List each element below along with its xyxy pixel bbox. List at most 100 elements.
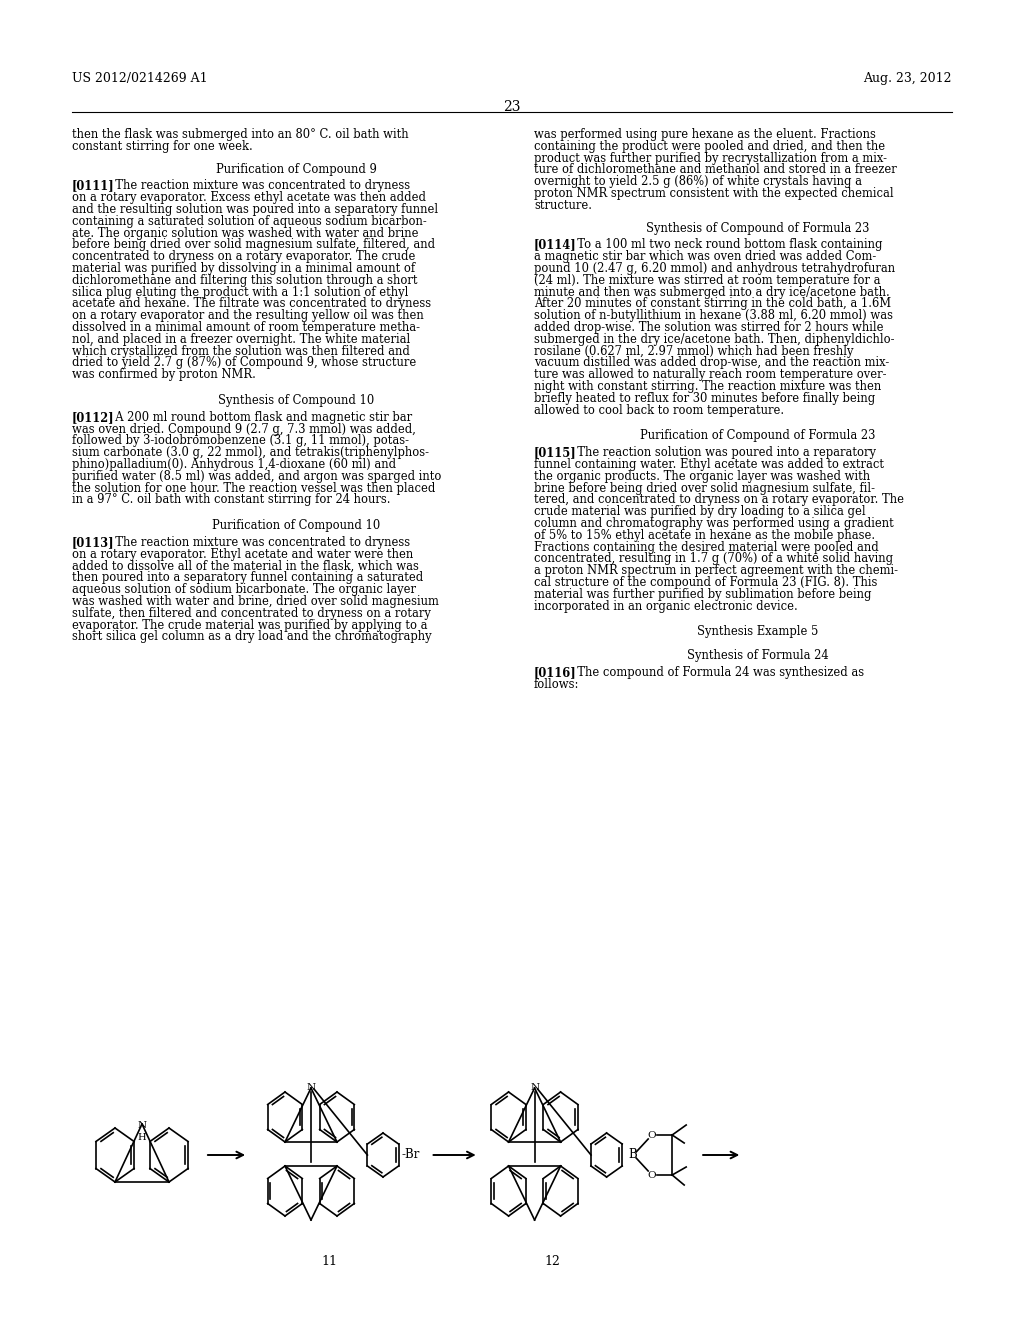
Text: material was further purified by sublimation before being: material was further purified by sublima… [534,587,871,601]
Text: dissolved in a minimal amount of room temperature metha-: dissolved in a minimal amount of room te… [72,321,420,334]
Text: Purification of Compound 10: Purification of Compound 10 [212,519,380,532]
Text: structure.: structure. [534,199,592,211]
Text: H: H [137,1133,146,1142]
Text: N: N [137,1121,146,1130]
Text: containing the product were pooled and dried, and then the: containing the product were pooled and d… [534,140,885,153]
Text: briefly heated to reflux for 30 minutes before finally being: briefly heated to reflux for 30 minutes … [534,392,876,405]
Text: sium carbonate (3.0 g, 22 mmol), and tetrakis(triphenylphos-: sium carbonate (3.0 g, 22 mmol), and tet… [72,446,429,459]
Text: evaporator. The crude material was purified by applying to a: evaporator. The crude material was purif… [72,619,427,631]
Text: [0116]: [0116] [534,667,577,678]
Text: Purification of Compound 9: Purification of Compound 9 [216,162,377,176]
Text: nol, and placed in a freezer overnight. The white material: nol, and placed in a freezer overnight. … [72,333,411,346]
Text: pound 10 (2.47 g, 6.20 mmol) and anhydrous tetrahydrofuran: pound 10 (2.47 g, 6.20 mmol) and anhydro… [534,261,895,275]
Text: silica plug eluting the product with a 1:1 solution of ethyl: silica plug eluting the product with a 1… [72,285,409,298]
Text: follows:: follows: [534,677,580,690]
Text: O: O [648,1130,656,1139]
Text: ture was allowed to naturally reach room temperature over-: ture was allowed to naturally reach room… [534,368,887,381]
Text: Synthesis of Compound of Formula 23: Synthesis of Compound of Formula 23 [646,222,869,235]
Text: Synthesis of Compound 10: Synthesis of Compound 10 [218,393,374,407]
Text: concentrated to dryness on a rotary evaporator. The crude: concentrated to dryness on a rotary evap… [72,251,416,263]
Text: before being dried over solid magnesium sulfate, filtered, and: before being dried over solid magnesium … [72,239,435,251]
Text: on a rotary evaporator. Excess ethyl acetate was then added: on a rotary evaporator. Excess ethyl ace… [72,191,426,205]
Text: concentrated, resulting in 1.7 g (70%) of a white solid having: concentrated, resulting in 1.7 g (70%) o… [534,552,893,565]
Text: [0112]: [0112] [72,411,115,424]
Text: overnight to yield 2.5 g (86%) of white crystals having a: overnight to yield 2.5 g (86%) of white … [534,176,862,189]
Text: (24 ml). The mixture was stirred at room temperature for a: (24 ml). The mixture was stirred at room… [534,273,881,286]
Text: Synthesis of Formula 24: Synthesis of Formula 24 [687,649,828,663]
Text: The reaction solution was poured into a reparatory: The reaction solution was poured into a … [570,446,876,459]
Text: was oven dried. Compound 9 (2.7 g, 7.3 mmol) was added,: was oven dried. Compound 9 (2.7 g, 7.3 m… [72,422,416,436]
Text: dichloromethane and filtering this solution through a short: dichloromethane and filtering this solut… [72,273,418,286]
Text: O: O [648,1171,656,1180]
Text: ate. The organic solution was washed with water and brine: ate. The organic solution was washed wit… [72,227,419,240]
Text: 11: 11 [321,1255,337,1269]
Text: -Br: -Br [401,1148,420,1162]
Text: column and chromatography was performed using a gradient: column and chromatography was performed … [534,517,894,531]
Text: dried to yield 2.7 g (87%) of Compound 9, whose structure: dried to yield 2.7 g (87%) of Compound 9… [72,356,416,370]
Text: tered, and concentrated to dryness on a rotary evaporator. The: tered, and concentrated to dryness on a … [534,494,904,507]
Text: N: N [306,1084,315,1093]
Text: was performed using pure hexane as the eluent. Fractions: was performed using pure hexane as the e… [534,128,876,141]
Text: After 20 minutes of constant stirring in the cold bath, a 1.6M: After 20 minutes of constant stirring in… [534,297,891,310]
Text: US 2012/0214269 A1: US 2012/0214269 A1 [72,73,208,84]
Text: Synthesis Example 5: Synthesis Example 5 [697,626,818,639]
Text: proton NMR spectrum consistent with the expected chemical: proton NMR spectrum consistent with the … [534,187,894,201]
Text: added drop-wise. The solution was stirred for 2 hours while: added drop-wise. The solution was stirre… [534,321,884,334]
Text: constant stirring for one week.: constant stirring for one week. [72,140,253,153]
Text: containing a saturated solution of aqueous sodium bicarbon-: containing a saturated solution of aqueo… [72,215,427,228]
Text: night with constant stirring. The reaction mixture was then: night with constant stirring. The reacti… [534,380,882,393]
Text: phino)palladium(0). Anhydrous 1,4-dioxane (60 ml) and: phino)palladium(0). Anhydrous 1,4-dioxan… [72,458,396,471]
Text: rosilane (0.627 ml, 2.97 mmol) which had been freshly: rosilane (0.627 ml, 2.97 mmol) which had… [534,345,853,358]
Text: minute and then was submerged into a dry ice/acetone bath.: minute and then was submerged into a dry… [534,285,890,298]
Text: Purification of Compound of Formula 23: Purification of Compound of Formula 23 [640,429,876,442]
Text: material was purified by dissolving in a minimal amount of: material was purified by dissolving in a… [72,261,415,275]
Text: then poured into a separatory funnel containing a saturated: then poured into a separatory funnel con… [72,572,423,585]
Text: on a rotary evaporator. Ethyl acetate and water were then: on a rotary evaporator. Ethyl acetate an… [72,548,414,561]
Text: [0113]: [0113] [72,536,115,549]
Text: aqueous solution of sodium bicarbonate. The organic layer: aqueous solution of sodium bicarbonate. … [72,583,416,597]
Text: incorporated in an organic electronic device.: incorporated in an organic electronic de… [534,599,798,612]
Text: [0114]: [0114] [534,239,577,251]
Text: crude material was purified by dry loading to a silica gel: crude material was purified by dry loadi… [534,506,865,519]
Text: The reaction mixture was concentrated to dryness: The reaction mixture was concentrated to… [108,536,411,549]
Text: ture of dichloromethane and methanol and stored in a freezer: ture of dichloromethane and methanol and… [534,164,897,177]
Text: short silica gel column as a dry load and the chromatography: short silica gel column as a dry load an… [72,631,432,643]
Text: then the flask was submerged into an 80° C. oil bath with: then the flask was submerged into an 80°… [72,128,409,141]
Text: [0115]: [0115] [534,446,577,459]
Text: funnel containing water. Ethyl acetate was added to extract: funnel containing water. Ethyl acetate w… [534,458,884,471]
Text: allowed to cool back to room temperature.: allowed to cool back to room temperature… [534,404,784,417]
Text: The reaction mixture was concentrated to dryness: The reaction mixture was concentrated to… [108,180,411,193]
Text: acetate and hexane. The filtrate was concentrated to dryness: acetate and hexane. The filtrate was con… [72,297,431,310]
Text: vacuum distilled was added drop-wise, and the reaction mix-: vacuum distilled was added drop-wise, an… [534,356,889,370]
Text: of 5% to 15% ethyl acetate in hexane as the mobile phase.: of 5% to 15% ethyl acetate in hexane as … [534,529,876,541]
Text: [0111]: [0111] [72,180,115,193]
Text: a proton NMR spectrum in perfect agreement with the chemi-: a proton NMR spectrum in perfect agreeme… [534,564,898,577]
Text: 23: 23 [503,100,521,114]
Text: purified water (8.5 ml) was added, and argon was sparged into: purified water (8.5 ml) was added, and a… [72,470,441,483]
Text: in a 97° C. oil bath with constant stirring for 24 hours.: in a 97° C. oil bath with constant stirr… [72,494,390,507]
Text: B: B [628,1148,637,1162]
Text: product was further purified by recrystallization from a mix-: product was further purified by recrysta… [534,152,887,165]
Text: submerged in the dry ice/acetone bath. Then, diphenyldichlo-: submerged in the dry ice/acetone bath. T… [534,333,895,346]
Text: N: N [530,1084,540,1093]
Text: The compound of Formula 24 was synthesized as: The compound of Formula 24 was synthesiz… [570,667,864,678]
Text: the solution for one hour. The reaction vessel was then placed: the solution for one hour. The reaction … [72,482,435,495]
Text: brine before being dried over solid magnesium sulfate, fil-: brine before being dried over solid magn… [534,482,874,495]
Text: cal structure of the compound of Formula 23 (FIG. 8). This: cal structure of the compound of Formula… [534,576,878,589]
Text: the organic products. The organic layer was washed with: the organic products. The organic layer … [534,470,870,483]
Text: was confirmed by proton NMR.: was confirmed by proton NMR. [72,368,256,381]
Text: on a rotary evaporator and the resulting yellow oil was then: on a rotary evaporator and the resulting… [72,309,424,322]
Text: which crystallized from the solution was then filtered and: which crystallized from the solution was… [72,345,410,358]
Text: Aug. 23, 2012: Aug. 23, 2012 [863,73,952,84]
Text: To a 100 ml two neck round bottom flask containing: To a 100 ml two neck round bottom flask … [570,239,883,251]
Text: added to dissolve all of the material in the flask, which was: added to dissolve all of the material in… [72,560,419,573]
Text: and the resulting solution was poured into a separatory funnel: and the resulting solution was poured in… [72,203,438,216]
Text: sulfate, then filtered and concentrated to dryness on a rotary: sulfate, then filtered and concentrated … [72,607,431,620]
Text: A 200 ml round bottom flask and magnetic stir bar: A 200 ml round bottom flask and magnetic… [108,411,412,424]
Text: followed by 3-iodobromobenzene (3.1 g, 11 mmol), potas-: followed by 3-iodobromobenzene (3.1 g, 1… [72,434,409,447]
Text: 12: 12 [545,1255,560,1269]
Text: solution of n-butyllithium in hexane (3.88 ml, 6.20 mmol) was: solution of n-butyllithium in hexane (3.… [534,309,893,322]
Text: Fractions containing the desired material were pooled and: Fractions containing the desired materia… [534,541,879,553]
Text: a magnetic stir bar which was oven dried was added Com-: a magnetic stir bar which was oven dried… [534,251,877,263]
Text: was washed with water and brine, dried over solid magnesium: was washed with water and brine, dried o… [72,595,439,609]
